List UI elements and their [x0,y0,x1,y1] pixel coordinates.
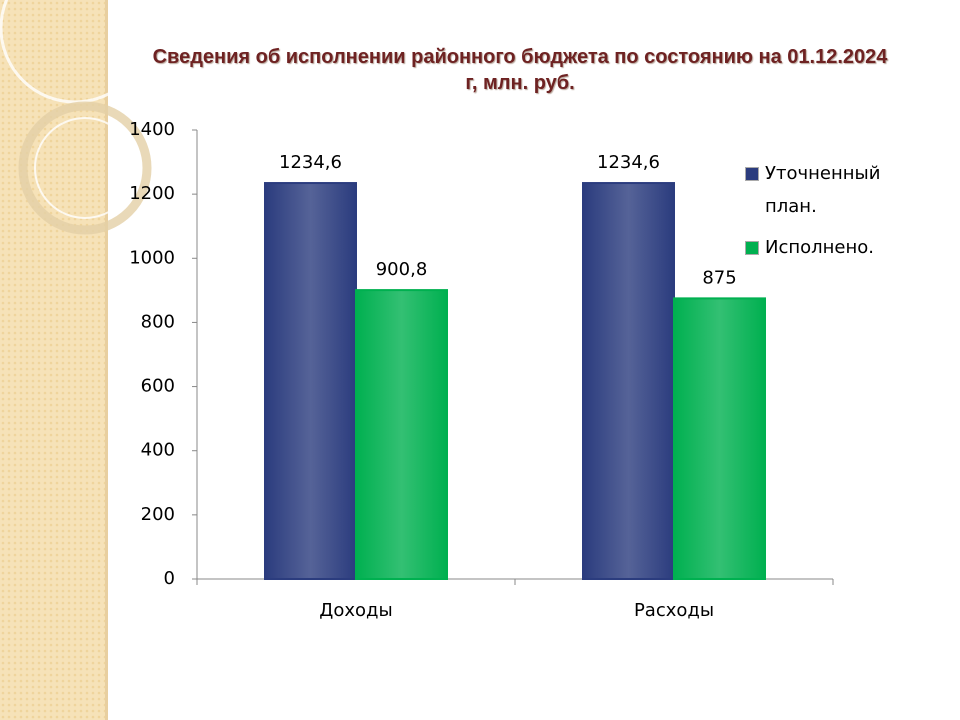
decor-circle [0,0,151,104]
y-tick-label: 600 [141,376,175,397]
value-label: 1234,6 [597,152,660,173]
legend-item: Уточненный план. [745,157,905,223]
bar [264,182,357,580]
legend-label: Уточненный план. [765,163,881,217]
value-label: 875 [702,267,736,288]
legend-swatch [745,241,759,255]
bar [673,297,766,580]
side-border [105,0,108,720]
value-label: 900,8 [376,259,428,280]
decor-circle [34,117,136,219]
value-label: 1234,6 [279,152,342,173]
decor-circle [18,101,152,235]
y-tick-label: 1200 [129,183,175,204]
bar [355,289,448,580]
y-tick-label: 800 [141,311,175,332]
legend-label: Исполнено. [765,237,874,258]
y-tick-label: 400 [141,440,175,461]
y-tick-label: 0 [164,568,175,589]
x-tick-label: Доходы [319,600,392,621]
y-tick-label: 1000 [129,247,175,268]
legend-swatch [745,167,759,181]
bar [582,182,675,580]
chart-title: Сведения об исполнении районного бюджета… [152,46,888,94]
y-tick-label: 200 [141,504,175,525]
x-tick-label: Расходы [634,600,714,621]
legend-item: Исполнено. [745,231,905,264]
y-tick-label: 1400 [129,119,175,140]
